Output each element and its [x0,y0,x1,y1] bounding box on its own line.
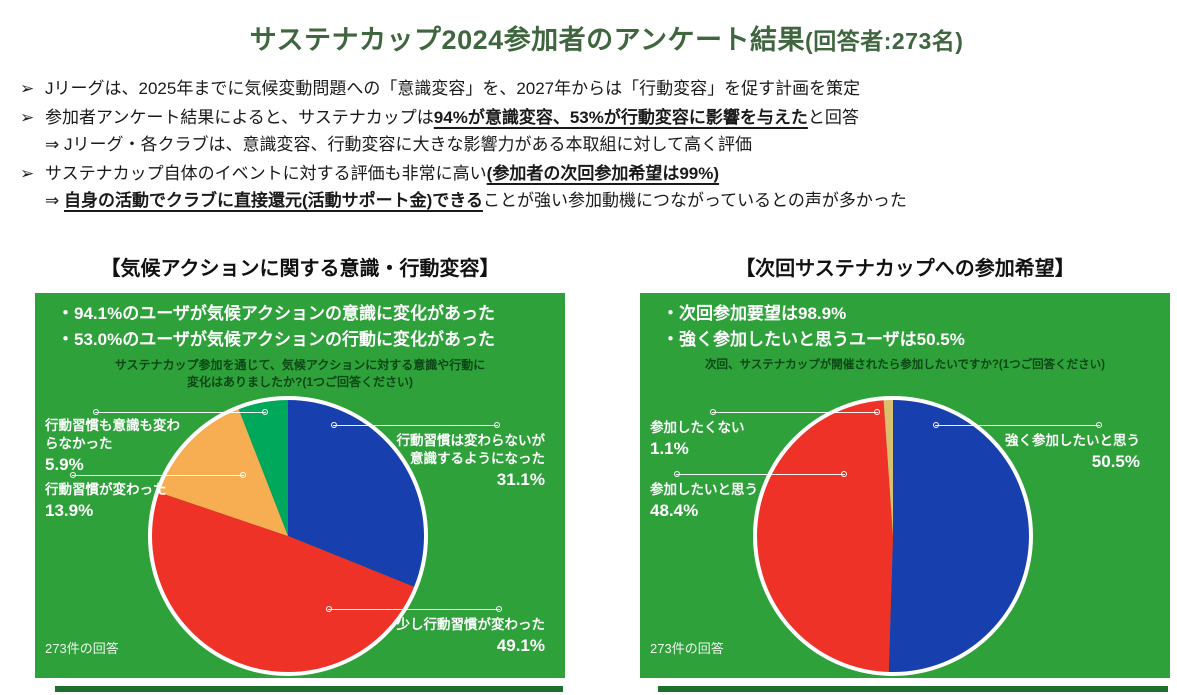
bullet-event-conclusion-emphasis: 自身の活動でクラブに直接還元(活動サポート金)できる [63,191,483,210]
right-panel-question: 次回、サステナカップが開催されたら参加したいですか?(1つご回答ください) [640,357,1170,374]
bullet-event-eval: ➢ サステナカップ自体のイベントに対する評価も非常に高い(参加者の次回参加希望は9… [20,161,907,186]
arrow-bullet-icon: ➢ [20,164,35,183]
leader-line [326,606,502,612]
pie-label-not-participate: 参加したくない 1.1% [650,420,745,458]
pie-label-strongly-participate: 強く参加したいと思う 50.5% [1005,433,1140,471]
leader-line [933,422,1102,428]
right-response-count: 273件の回答 [650,641,724,656]
pie-label-no-change: 行動習慣も意識も変わらなかった 5.9% [45,418,180,474]
arrow-bullet-icon: ➢ [20,79,35,98]
bullet-event-pre: サステナカップ自体のイベントに対する評価も非常に高い [45,164,487,183]
pie-label-want-participate: 参加したいと思う 48.4% [650,482,758,520]
bullet-survey-post: と回答 [807,108,859,127]
bullet-event-emphasis: (参加者の次回参加希望は99%) [486,164,720,183]
left-panel-bottom-accent [55,686,563,692]
bullet-survey-pre: 参加者アンケート結果によると、サステナカップは [45,108,434,127]
left-chart-title: 【気候アクションに関する意識・行動変容】 [100,258,500,280]
next-participation-panel: ・次回参加要望は98.9% ・強く参加したいと思うユーザは50.5% 次回、サス… [640,293,1170,678]
right-panel-stat-1: ・次回参加要望は98.9% [662,304,847,323]
right-panel-stat-2: ・強く参加したいと思うユーザは50.5% [662,330,965,349]
leader-line [674,471,847,477]
left-question-line1: サステナカップ参加を通じて、気候アクションに対する意識や行動に [114,358,486,372]
bullet-event-conclusion: ⇒ 自身の活動でクラブに直接還元(活動サポート金)できることが強い参加動機につな… [20,188,907,213]
bullet-plan-text: Jリーグは、2025年までに気候変動問題への「意識変容」を、2027年からは「行… [45,79,861,98]
leader-line [93,409,268,415]
page-title-respondents: (回答者:273名) [805,28,964,54]
leader-line [710,409,880,415]
pie-label-behavior-changed: 行動習慣が変わった 13.9% [45,482,167,520]
right-panel-bottom-accent [658,686,1168,692]
leader-line [331,422,500,428]
right-panel-key-stats: ・次回参加要望は98.9% ・強く参加したいと思うユーザは50.5% [662,301,965,353]
bullet-survey-conclusion-text: ⇒ Jリーグ・各クラブは、意識変容、行動変容に大きな影響力がある本取組に対して高… [45,135,752,154]
left-panel-key-stats: ・94.1%のユーザが気候アクションの意識に変化があった ・53.0%のユーザが… [57,301,495,353]
pie-label-slight-change: 少し行動習慣が変わった 49.1% [396,617,546,655]
leader-line [70,472,246,478]
page-title-main: サステナカップ2024参加者のアンケート結果 [249,25,806,55]
summary-bullets: ➢ Jリーグは、2025年までに気候変動問題への「意識変容」を、2027年からは「… [20,76,907,217]
next-participation-pie-chart [748,391,1038,678]
right-question-line1: 次回、サステナカップが開催されたら参加したいですか?(1つご回答ください) [704,359,1105,371]
left-response-count: 273件の回答 [45,641,119,656]
left-panel-stat-2: ・53.0%のユーザが気候アクションの行動に変化があった [57,330,496,349]
left-panel-stat-1: ・94.1%のユーザが気候アクションの意識に変化があった [57,304,496,323]
bullet-event-conclusion-text: ことが強い参加動機につながっているとの声が多かった [482,191,907,210]
right-chart-title: 【次回サステナカップへの参加希望】 [735,258,1075,280]
double-arrow-icon: ⇒ [45,191,64,210]
bullet-plan: ➢ Jリーグは、2025年までに気候変動問題への「意識変容」を、2027年からは「… [20,76,907,101]
page-title: サステナカップ2024参加者のアンケート結果(回答者:273名) [18,18,1177,57]
pie-label-aware-only: 行動習慣は変わらないが意識するようになった 31.1% [396,433,546,489]
bullet-survey-result: ➢ 参加者アンケート結果によると、サステナカップは94%が意識変容、53%が行動変… [20,105,907,130]
bullet-survey-emphasis: 94%が意識変容、53%が行動変容に影響を与えた [433,108,808,127]
awareness-behavior-panel: ・94.1%のユーザが気候アクションの意識に変化があった ・53.0%のユーザが… [35,293,565,678]
awareness-behavior-pie-chart [143,391,433,678]
left-question-line2: 変化はありましたか?(1つご回答ください) [187,375,413,389]
left-panel-question: サステナカップ参加を通じて、気候アクションに対する意識や行動に 変化はありました… [35,357,565,391]
arrow-bullet-icon: ➢ [20,108,35,127]
bullet-survey-conclusion: ⇒ Jリーグ・各クラブは、意識変容、行動変容に大きな影響力がある本取組に対して高… [20,132,907,157]
